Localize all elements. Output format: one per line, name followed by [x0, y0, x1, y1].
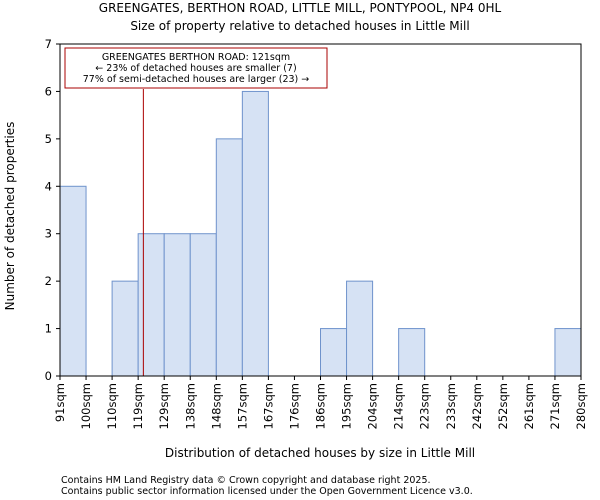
- annotation-line2: ← 23% of detached houses are smaller (7): [95, 63, 296, 74]
- bar-119sqm: [137, 233, 165, 377]
- footer-line2: Contains public sector information licen…: [61, 486, 473, 497]
- x-tick-label-129sqm: 129sqm: [157, 383, 171, 429]
- x-tick-label-157sqm: 157sqm: [235, 383, 249, 429]
- y-tick-label: 1: [45, 322, 52, 336]
- y-tick-label: 5: [45, 132, 52, 146]
- y-tick-label: 3: [45, 227, 52, 241]
- bars-group: [59, 90, 582, 377]
- x-axis-label: Distribution of detached houses by size …: [165, 446, 475, 460]
- x-tick-label-280sqm: 280sqm: [574, 383, 588, 429]
- x-tick-label-271sqm: 271sqm: [548, 383, 562, 429]
- bar-195sqm: [346, 280, 374, 377]
- bar-148sqm: [215, 138, 243, 377]
- x-tick-label-214sqm: 214sqm: [392, 383, 406, 429]
- y-tick-label: 6: [45, 84, 52, 98]
- x-tick-label-204sqm: 204sqm: [366, 383, 380, 429]
- bar-271sqm: [554, 328, 582, 377]
- bar-110sqm: [111, 280, 139, 377]
- annotation-line1: GREENGATES BERTHON ROAD: 121sqm: [102, 52, 290, 63]
- x-tick-label-261sqm: 261sqm: [522, 383, 536, 429]
- y-axis: 0 1 2 3 4 5 6 7: [45, 37, 60, 383]
- x-tick-label-176sqm: 176sqm: [287, 383, 301, 429]
- x-tick-label-233sqm: 233sqm: [444, 383, 458, 429]
- x-tick-label-110sqm: 110sqm: [105, 383, 119, 429]
- annotation-box: GREENGATES BERTHON ROAD: 121sqm ← 23% of…: [64, 47, 328, 89]
- x-tick-label-252sqm: 252sqm: [496, 383, 510, 429]
- bar-157sqm: [241, 90, 269, 377]
- x-tick-label-119sqm: 119sqm: [131, 383, 145, 429]
- chart-title-line2: Size of property relative to detached ho…: [130, 19, 469, 33]
- plot-frame: [59, 43, 582, 377]
- y-tick-label: 2: [45, 274, 52, 288]
- bar-214sqm: [398, 328, 426, 377]
- x-axis: 91sqm 100sqm 110sqm 119sqm 129sqm 138sqm 148sq…: [53, 376, 588, 429]
- y-tick-label: 4: [45, 179, 52, 193]
- bar-138sqm: [189, 233, 217, 377]
- footer-line1: Contains HM Land Registry data © Crown c…: [61, 475, 431, 486]
- x-tick-label-138sqm: 138sqm: [183, 383, 197, 429]
- chart-title-line1: GREENGATES, BERTHON ROAD, LITTLE MILL, P…: [99, 1, 502, 15]
- y-tick-label: 0: [45, 369, 52, 383]
- x-tick-label-195sqm: 195sqm: [340, 383, 354, 429]
- bar-91sqm: [59, 185, 87, 377]
- annotation-line3: 77% of semi-detached houses are larger (…: [83, 74, 310, 85]
- x-tick-label-167sqm: 167sqm: [261, 383, 275, 429]
- bar-129sqm: [163, 233, 191, 377]
- bar-186sqm: [320, 328, 348, 377]
- y-axis-label: Number of detached properties: [3, 122, 17, 311]
- x-tick-label-242sqm: 242sqm: [470, 383, 484, 429]
- x-tick-label-223sqm: 223sqm: [418, 383, 432, 429]
- x-tick-label-100sqm: 100sqm: [79, 383, 93, 429]
- y-tick-label: 7: [45, 37, 52, 51]
- x-tick-label-91sqm: 91sqm: [53, 383, 67, 422]
- x-tick-label-186sqm: 186sqm: [314, 383, 328, 429]
- x-tick-label-148sqm: 148sqm: [209, 383, 223, 429]
